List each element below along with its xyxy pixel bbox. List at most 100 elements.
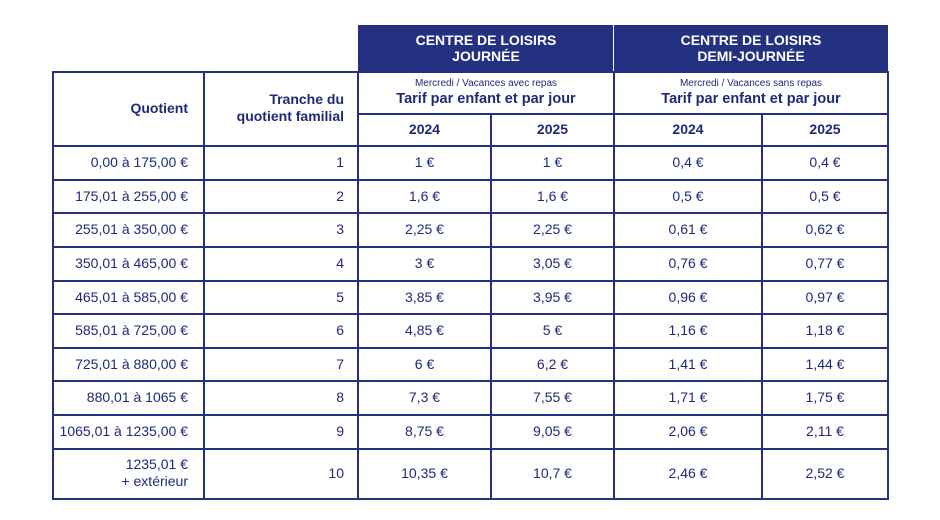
table-cell-quotient: 350,01 à 465,00 € bbox=[52, 246, 188, 280]
header-journee-2025: 2025 bbox=[491, 113, 614, 145]
grid-line bbox=[358, 113, 889, 115]
table-cell-d2025: 1,18 € bbox=[762, 313, 888, 347]
cell-value: 1,75 € bbox=[805, 389, 845, 405]
table-cell-j2024: 10,35 € bbox=[358, 448, 491, 498]
table-cell-d2024: 0,96 € bbox=[614, 280, 762, 313]
cell-value: 1,71 € bbox=[668, 389, 708, 405]
year-label: 2024 bbox=[672, 121, 704, 137]
table-cell-d2025: 0,62 € bbox=[762, 212, 888, 246]
table-cell-d2025: 0,97 € bbox=[762, 280, 888, 313]
table-cell-j2024: 2,25 € bbox=[358, 212, 491, 246]
cell-value: 175,01 à 255,00 € bbox=[75, 187, 188, 204]
demi-tarif: Tarif par enfant et par jour bbox=[661, 90, 841, 107]
year-label: 2024 bbox=[408, 121, 441, 137]
cell-value: 2,52 € bbox=[805, 465, 845, 481]
cell-value: 3,05 € bbox=[533, 255, 572, 271]
cell-value: 0,5 € bbox=[672, 187, 704, 204]
grid-line bbox=[52, 448, 889, 450]
cell-value: 0,77 € bbox=[805, 255, 845, 271]
table-cell-d2024: 1,16 € bbox=[614, 313, 762, 347]
table-cell-d2025: 2,11 € bbox=[762, 414, 888, 448]
year-label: 2025 bbox=[536, 121, 569, 137]
header-quotient: Quotient bbox=[52, 71, 188, 145]
table-cell-tranche: 6 bbox=[203, 313, 344, 347]
grid-line bbox=[203, 71, 205, 499]
header-tranche-line1: Tranche du bbox=[269, 91, 344, 107]
cell-value: 1,44 € bbox=[805, 355, 845, 372]
table-cell-quotient: 175,01 à 255,00 € bbox=[52, 179, 188, 212]
grid-line bbox=[52, 246, 889, 248]
table-cell-quotient: 880,01 à 1065 € bbox=[52, 380, 188, 414]
cell-value: 1 bbox=[336, 154, 344, 170]
grid-line bbox=[761, 113, 763, 499]
header-demi-2024: 2024 bbox=[614, 113, 762, 145]
header-demi-tarif: Mercredi / Vacances sans repas Tarif par… bbox=[614, 71, 888, 113]
cell-value: 0,4 € bbox=[672, 154, 704, 170]
table-cell-j2025: 5 € bbox=[491, 313, 614, 347]
table-cell-d2025: 0,77 € bbox=[762, 246, 888, 280]
cell-value: 1,18 € bbox=[805, 322, 845, 338]
cell-value: 1,41 € bbox=[668, 355, 708, 372]
journee-tarif: Tarif par enfant et par jour bbox=[396, 90, 576, 107]
cell-value: 7,3 € bbox=[408, 389, 441, 405]
table-cell-j2025: 3,95 € bbox=[491, 280, 614, 313]
header-demi-journee: CENTRE DE LOISIRS DEMI-JOURNÉE bbox=[614, 25, 888, 71]
table-cell-j2024: 8,75 € bbox=[358, 414, 491, 448]
cell-value: 10 bbox=[328, 465, 344, 481]
table-cell-j2025: 3,05 € bbox=[491, 246, 614, 280]
table-cell-j2024: 4,85 € bbox=[358, 313, 491, 347]
table-cell-j2025: 6,2 € bbox=[491, 347, 614, 380]
grid-line bbox=[357, 71, 359, 499]
cell-value: 2 bbox=[336, 187, 344, 204]
cell-value: 725,01 à 880,00 € bbox=[75, 355, 188, 372]
cell-value: 1,16 € bbox=[668, 322, 708, 338]
table-cell-quotient: 465,01 à 585,00 € bbox=[52, 280, 188, 313]
cell-value: 1,6 € bbox=[536, 187, 569, 204]
cell-value: 3,95 € bbox=[533, 288, 572, 305]
cell-value: 1065,01 à 1235,00 € bbox=[59, 423, 188, 439]
quotient-line1: 1235,01 € bbox=[125, 456, 188, 472]
table-cell-tranche: 3 bbox=[203, 212, 344, 246]
cell-value: 0,76 € bbox=[668, 255, 708, 271]
cell-value: 3,85 € bbox=[405, 288, 444, 305]
cell-value: 1 € bbox=[542, 154, 563, 170]
grid-line bbox=[52, 313, 889, 315]
cell-value: 5 € bbox=[542, 322, 563, 338]
cell-value: 6 bbox=[336, 322, 344, 338]
cell-value: 1 € bbox=[414, 154, 435, 170]
cell-value: 0,96 € bbox=[668, 288, 708, 305]
table-cell-j2024: 1,6 € bbox=[358, 179, 491, 212]
table-cell-tranche: 5 bbox=[203, 280, 344, 313]
grid-line bbox=[52, 145, 889, 147]
grid-line bbox=[52, 380, 889, 382]
cell-value: 0,00 à 175,00 € bbox=[90, 154, 188, 170]
band-divider bbox=[613, 25, 614, 71]
cell-value: 2,25 € bbox=[405, 221, 444, 237]
cell-value: 7,55 € bbox=[533, 389, 572, 405]
cell-value: 0,62 € bbox=[805, 221, 845, 237]
cell-value: 0,4 € bbox=[809, 154, 841, 170]
table-cell-d2024: 0,76 € bbox=[614, 246, 762, 280]
table-cell-d2025: 1,44 € bbox=[762, 347, 888, 380]
grid-line bbox=[52, 280, 889, 282]
year-label: 2025 bbox=[809, 121, 841, 137]
table-cell-tranche: 8 bbox=[203, 380, 344, 414]
table-cell-d2024: 1,41 € bbox=[614, 347, 762, 380]
cell-value: 3 € bbox=[414, 255, 435, 271]
table-cell-d2024: 2,06 € bbox=[614, 414, 762, 448]
table-cell-j2025: 1,6 € bbox=[491, 179, 614, 212]
cell-value: 2,06 € bbox=[668, 423, 708, 439]
table-cell-d2024: 0,5 € bbox=[614, 179, 762, 212]
cell-value: 255,01 à 350,00 € bbox=[75, 221, 188, 237]
header-journee: CENTRE DE LOISIRS JOURNÉE bbox=[358, 25, 614, 71]
cell-value: 6 € bbox=[414, 355, 435, 372]
cell-value: 10,7 € bbox=[533, 465, 572, 481]
header-tranche-line2: quotient familial bbox=[236, 108, 344, 124]
cell-value: 3 bbox=[336, 221, 344, 237]
table-cell-tranche: 10 bbox=[203, 448, 344, 498]
cell-value: 10,35 € bbox=[401, 465, 448, 481]
table-cell-d2025: 1,75 € bbox=[762, 380, 888, 414]
cell-value: 0,97 € bbox=[805, 288, 845, 305]
table-cell-j2024: 6 € bbox=[358, 347, 491, 380]
grid-line bbox=[490, 113, 492, 499]
